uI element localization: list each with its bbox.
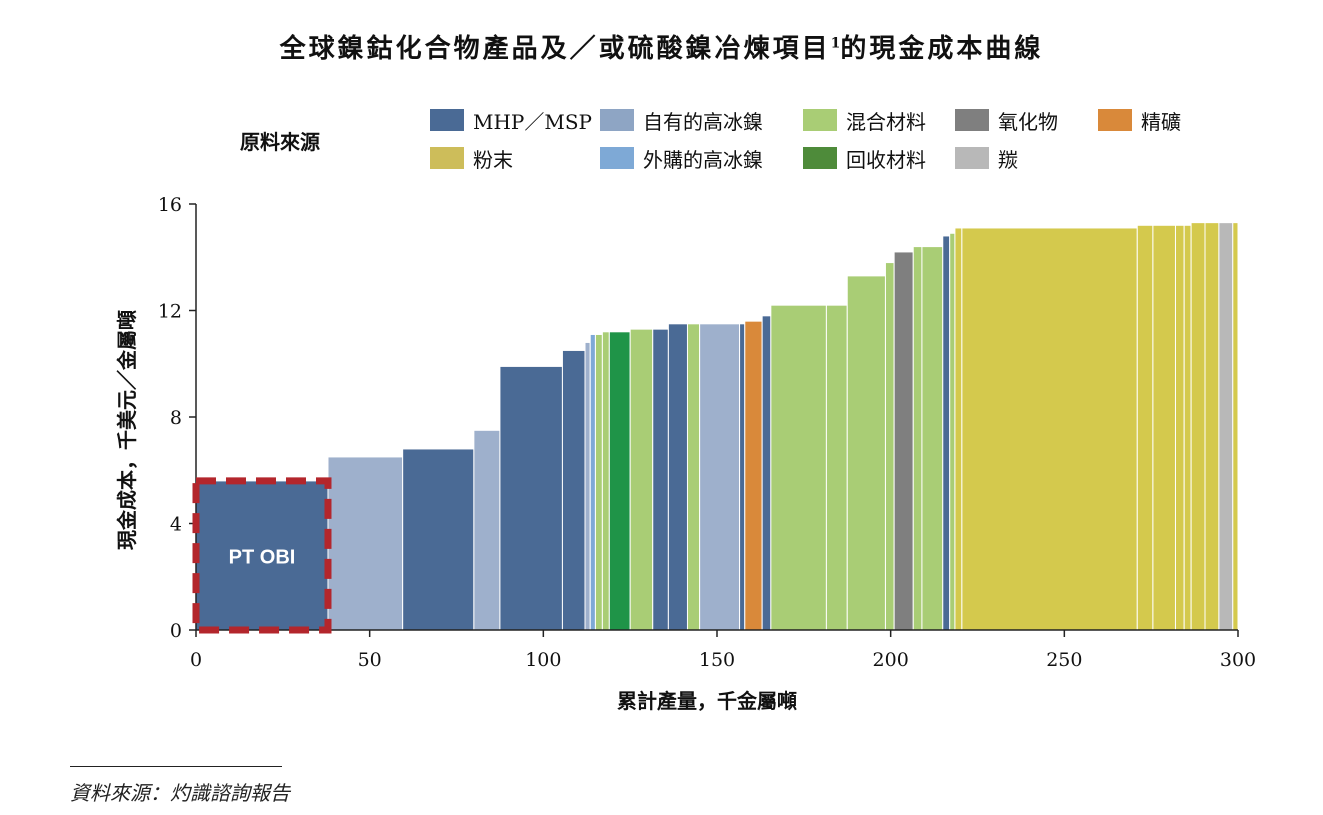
legend-label-concentrate: 精礦 — [1141, 109, 1181, 134]
cost-bar-20 — [825, 304, 848, 631]
cost-bar-32 — [1174, 224, 1185, 631]
x-tick-label-1: 50 — [358, 649, 382, 671]
chart-title-main: 全球鎳鈷化合物產品及／或硫酸鎳冶煉項目 — [279, 34, 831, 64]
cost-bar-8 — [594, 333, 603, 631]
cost-bar-27 — [949, 232, 956, 631]
legend-item-oxide: 氧化物 — [955, 108, 1058, 134]
y-tick-label-3: 12 — [158, 301, 182, 323]
legend-item-powder: 粉末 — [430, 146, 513, 172]
legend-swatch-own-matte — [600, 109, 634, 131]
chart-title: 全球鎳鈷化合物產品及／或硫酸鎳冶煉項目1的現金成本曲線 — [0, 28, 1323, 65]
legend-item-purchased-matte: 外購的高冰鎳 — [600, 146, 763, 172]
y-tick-label-0: 0 — [170, 620, 182, 642]
cost-bar-29 — [961, 227, 1138, 631]
y-tick-label-4: 16 — [158, 194, 182, 216]
cost-bar-28 — [954, 227, 963, 631]
legend-swatch-mixed — [803, 109, 837, 131]
legend-label-recycled: 回收材料 — [846, 147, 926, 172]
legend-swatch-oxide — [955, 109, 989, 131]
x-tick-label-3: 150 — [699, 649, 735, 671]
highlight-label: PT OBI — [229, 546, 296, 568]
cost-bar-14 — [686, 323, 701, 631]
y-tick-label-2: 8 — [170, 407, 182, 429]
legend-item-mhp-msp: MHP／MSP — [430, 108, 593, 134]
y-axis-label: 現金成本，千美元／金屬噸 — [115, 310, 139, 550]
legend-label-own-matte: 自有的高冰鎳 — [643, 109, 763, 134]
chart-title-suffix: 的現金成本曲線 — [840, 34, 1044, 64]
cost-bar-25 — [921, 246, 944, 631]
legend-swatch-recycled — [803, 147, 837, 169]
legend-label-powder: 粉末 — [473, 147, 513, 172]
cost-bar-21 — [846, 275, 886, 631]
legend-label-mixed: 混合材料 — [846, 109, 926, 134]
cost-bar-1 — [327, 456, 404, 631]
y-ticks-group: 0 4 8 12 16 — [158, 194, 196, 642]
legend-swatch-powder — [430, 147, 464, 169]
cost-bar-36 — [1218, 222, 1234, 631]
cost-bar-17 — [744, 320, 763, 631]
legend-item-concentrate: 精礦 — [1098, 108, 1181, 134]
x-axis-label: 累計產量，千金屬噸 — [617, 689, 797, 713]
cost-bar-30 — [1136, 224, 1154, 631]
highlight-dashed-box — [192, 477, 332, 634]
legend-item-own-matte: 自有的高冰鎳 — [600, 108, 763, 134]
x-tick-label-0: 0 — [190, 649, 202, 671]
chart-title-footnote-marker: 1 — [830, 35, 841, 52]
source-divider — [70, 766, 282, 767]
cost-bar-23 — [893, 251, 914, 631]
cost-bar-11 — [629, 328, 654, 631]
legend-title: 原料來源 — [240, 130, 320, 154]
cost-bar-2 — [402, 448, 475, 631]
source-note: 資料來源：灼識諮詢報告 — [70, 781, 290, 805]
legend-label-carbonyl: 羰 — [998, 147, 1018, 172]
cost-bar-26 — [942, 235, 951, 631]
x-tick-label-4: 200 — [873, 649, 909, 671]
cost-bar-5 — [561, 349, 586, 631]
legend-swatch-concentrate — [1098, 109, 1132, 131]
legend-item-mixed: 混合材料 — [803, 108, 926, 134]
legend-swatch-carbonyl — [955, 147, 989, 169]
cost-bar-18 — [761, 315, 772, 631]
cost-bar-16 — [739, 323, 746, 631]
highlight-group: PT OBI — [192, 477, 332, 634]
legend-swatch-purchased-matte — [600, 147, 634, 169]
y-tick-label-1: 4 — [170, 514, 182, 536]
cost-bar-3 — [473, 429, 501, 631]
cost-bar-24 — [912, 246, 923, 631]
cost-bar-0 — [195, 480, 329, 631]
cost-bar-10 — [608, 331, 631, 631]
legend-label-mhp-msp: MHP／MSP — [473, 109, 593, 134]
cost-bar-6 — [584, 341, 591, 631]
legend-item-recycled: 回收材料 — [803, 146, 926, 172]
legend-swatch-mhp-msp — [430, 109, 464, 131]
cost-bar-13 — [667, 323, 688, 631]
cost-bar-12 — [652, 328, 669, 631]
legend-item-carbonyl: 羰 — [955, 146, 1018, 172]
cost-bar-15 — [699, 323, 741, 631]
cost-bar-9 — [601, 331, 610, 631]
cost-bar-22 — [884, 262, 895, 631]
cost-bar-35 — [1204, 222, 1220, 631]
cost-bar-19 — [770, 304, 827, 631]
cost-bar-4 — [499, 365, 563, 631]
bars-group — [195, 222, 1239, 631]
x-ticks-group: 0 50 100 150 200 250 300 — [190, 630, 1256, 671]
legend-label-purchased-matte: 外購的高冰鎳 — [643, 147, 763, 172]
cost-bar-31 — [1152, 224, 1176, 631]
cost-bar-34 — [1190, 222, 1206, 631]
cost-bar-33 — [1183, 224, 1192, 631]
x-tick-label-5: 250 — [1046, 649, 1082, 671]
cost-bar-37 — [1232, 222, 1239, 631]
x-tick-label-6: 300 — [1220, 649, 1256, 671]
x-tick-label-2: 100 — [525, 649, 561, 671]
cost-bar-7 — [589, 333, 596, 631]
legend-label-oxide: 氧化物 — [998, 109, 1058, 134]
